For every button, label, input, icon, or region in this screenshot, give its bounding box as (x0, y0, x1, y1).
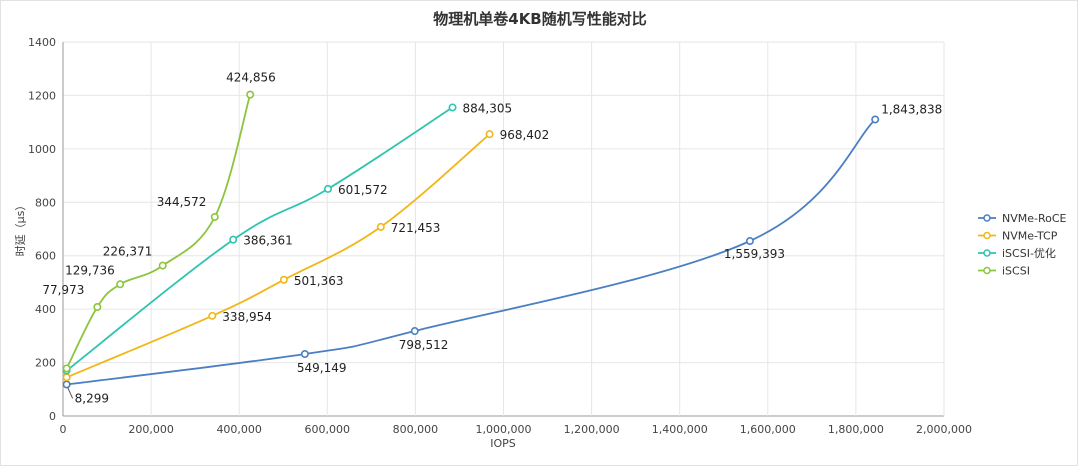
data-point (229, 235, 238, 244)
data-label: 1,559,393 (724, 247, 785, 261)
x-tick-label: 1,800,000 (828, 423, 884, 436)
x-tick-label: 800,000 (393, 423, 439, 436)
y-tick-label: 1400 (28, 36, 56, 49)
x-tick-label: 2,000,000 (916, 423, 972, 436)
data-label: 601,572 (338, 183, 388, 197)
x-tick-label: 1,600,000 (740, 423, 796, 436)
series-line (65, 94, 251, 369)
y-tick-label: 200 (35, 357, 56, 370)
data-point (246, 90, 255, 99)
legend-label: iSCSI-优化 (1002, 246, 1056, 260)
data-label: 77,973 (42, 283, 84, 297)
y-axis-title: 时延（μs） (14, 200, 27, 257)
data-point (485, 130, 494, 139)
data-point (323, 184, 332, 193)
data-label: 8,299 (75, 391, 109, 405)
legend-marker (983, 231, 991, 240)
y-tick-label: 1200 (28, 89, 56, 102)
y-tick-label: 600 (35, 250, 56, 263)
data-point (116, 280, 125, 289)
legend-marker (983, 249, 991, 257)
x-tick-label: 1,200,000 (564, 423, 620, 436)
chart-title: 物理机单卷4KB随机写性能对比 (433, 10, 647, 28)
data-label: 386,361 (243, 234, 293, 248)
series-line (66, 118, 876, 386)
y-tick-label: 800 (35, 196, 56, 209)
data-point (208, 311, 217, 320)
y-tick-label: 1000 (28, 143, 56, 156)
data-point (300, 350, 309, 359)
data-label: 798,512 (399, 338, 449, 352)
data-point (279, 275, 288, 284)
y-tick-label: 0 (49, 410, 56, 423)
x-tick-label: 0 (60, 423, 67, 436)
data-label: 501,363 (294, 274, 344, 288)
x-tick-label: 600,000 (305, 423, 351, 436)
x-tick-label: 400,000 (216, 423, 262, 436)
x-tick-label: 1,000,000 (476, 423, 532, 436)
grid (63, 41, 945, 417)
data-label: 129,736 (65, 263, 115, 277)
data-label: 968,402 (500, 128, 550, 142)
x-axis-title: IOPS (490, 437, 516, 450)
data-label: 549,149 (297, 361, 347, 375)
legend: NVMe-RoCE NVMe-TCP iSCSI-优化 iSCSI (978, 212, 1067, 278)
data-label: 338,954 (222, 310, 272, 324)
axes: 0 200 400 600 800 1000 1200 1400 0 200,000 400,000… (28, 36, 972, 436)
data-labels: 8,299 549,149 798,512 1,559,393 1,843,838 338… (42, 71, 942, 406)
legend-label: iSCSI (1002, 265, 1030, 278)
data-point (745, 237, 754, 246)
data-point (210, 212, 219, 221)
data-point (158, 261, 167, 270)
data-label: 721,453 (391, 221, 441, 235)
data-point (93, 303, 102, 312)
data-label: 344,572 (157, 195, 207, 209)
data-point (410, 327, 419, 336)
data-label: 226,371 (103, 245, 153, 259)
legend-label: NVMe-TCP (1002, 230, 1058, 243)
data-label: 424,856 (226, 71, 276, 85)
data-point (871, 115, 880, 124)
y-tick-label: 400 (35, 303, 56, 316)
label-leader-line (67, 387, 74, 399)
legend-marker (983, 214, 991, 222)
data-point (62, 380, 71, 389)
legend-label: NVMe-RoCE (1002, 212, 1067, 225)
series-layer (62, 90, 880, 389)
data-label: 884,305 (463, 101, 513, 115)
data-point (376, 222, 385, 231)
data-label: 1,843,838 (881, 102, 942, 116)
legend-marker (983, 266, 991, 275)
data-point (62, 364, 71, 373)
series-line (66, 106, 453, 372)
x-tick-label: 200,000 (128, 423, 174, 436)
x-tick-label: 1,400,000 (652, 423, 708, 436)
data-point (448, 103, 457, 112)
data-point (62, 373, 71, 382)
